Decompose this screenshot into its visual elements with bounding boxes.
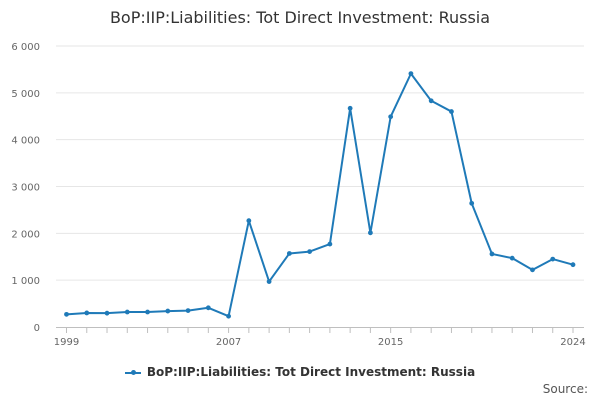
series-line bbox=[66, 72, 574, 318]
data-point bbox=[104, 310, 110, 316]
data-point bbox=[347, 105, 353, 111]
x-axis: 1999 2007 2015 2024 bbox=[54, 327, 586, 348]
x-tick-label: 2007 bbox=[216, 337, 241, 348]
data-point bbox=[368, 230, 373, 236]
data-point bbox=[327, 241, 333, 247]
data-point bbox=[286, 251, 292, 256]
data-point bbox=[570, 262, 576, 268]
data-point bbox=[266, 279, 272, 284]
y-tick-label: 2 000 bbox=[11, 229, 40, 240]
data-point bbox=[205, 305, 211, 311]
y-tick-label: 4 000 bbox=[11, 136, 40, 147]
gridlines bbox=[56, 45, 584, 281]
x-tick-label: 2015 bbox=[378, 337, 403, 348]
data-point bbox=[489, 251, 495, 257]
data-point bbox=[469, 200, 475, 206]
y-axis: 0 1 000 2 000 3 000 4 000 5 000 6 000 bbox=[11, 42, 40, 334]
y-tick-label: 1 000 bbox=[11, 276, 40, 287]
data-point bbox=[185, 308, 191, 314]
data-point bbox=[509, 255, 515, 261]
legend-line-icon bbox=[124, 369, 141, 375]
data-point bbox=[530, 267, 535, 273]
data-point bbox=[428, 98, 434, 104]
legend[interactable]: BoP:IIP:Liabilities: Tot Direct Investme… bbox=[0, 365, 600, 379]
data-point bbox=[64, 311, 69, 317]
x-tick-label: 2024 bbox=[560, 337, 585, 348]
y-tick-label: 0 bbox=[34, 323, 40, 334]
legend-label: BoP:IIP:Liabilities: Tot Direct Investme… bbox=[146, 365, 476, 379]
chart-title: BoP:IIP:Liabilities: Tot Direct Investme… bbox=[109, 8, 491, 27]
y-tick-label: 3 000 bbox=[11, 183, 40, 194]
data-point bbox=[246, 218, 252, 224]
series-layer bbox=[64, 71, 576, 319]
data-point bbox=[388, 114, 394, 120]
data-point bbox=[307, 249, 313, 254]
y-tick-label: 6 000 bbox=[11, 42, 40, 53]
data-point bbox=[408, 71, 414, 77]
data-point bbox=[124, 309, 130, 315]
source-label: Source: bbox=[542, 382, 588, 396]
y-tick-label: 5 000 bbox=[11, 89, 40, 100]
data-point bbox=[550, 256, 556, 262]
data-point bbox=[165, 308, 171, 314]
x-tick-label: 1999 bbox=[54, 337, 79, 348]
data-point bbox=[145, 309, 150, 315]
data-point bbox=[84, 310, 90, 316]
data-point bbox=[226, 313, 231, 319]
data-point bbox=[449, 109, 454, 114]
